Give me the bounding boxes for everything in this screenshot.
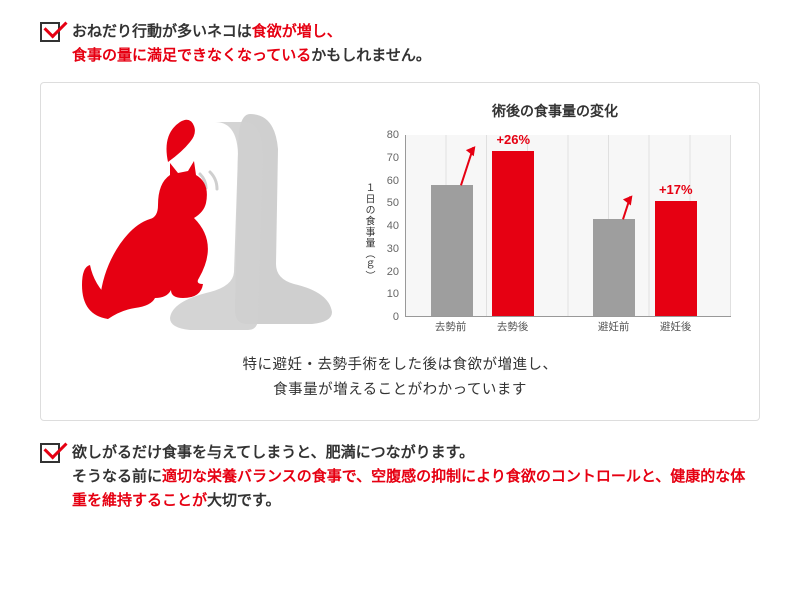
- ytick: 80: [387, 129, 399, 141]
- check1-text: おねだり行動が多いネコは食欲が増し、 食事の量に満足できなくなっているかもしれま…: [72, 20, 431, 68]
- pct-label: +17%: [659, 182, 693, 197]
- bar: [593, 219, 635, 316]
- check1-prefix: おねだり行動が多いネコは: [72, 23, 252, 40]
- ytick: 50: [387, 197, 399, 209]
- xlabel: 避妊後: [660, 319, 692, 334]
- ytick: 20: [387, 266, 399, 278]
- cat-legs-illustration: [65, 104, 355, 334]
- bar: [492, 151, 534, 316]
- xlabel: 避妊前: [598, 319, 630, 334]
- panel-top: 術後の食事量の変化 １日の食事量（ｇ） 0 10 20 30 40 50 60 70 80 +2…: [65, 101, 735, 337]
- bar: [655, 201, 697, 316]
- chart-yticks: 0 10 20 30 40 50 60 70 80: [375, 127, 403, 337]
- panel-caption: 特に避妊・去勢手術をした後は食欲が増進し、 食事量が増えることがわかっています: [65, 353, 735, 402]
- ytick: 60: [387, 175, 399, 187]
- chart-box: １日の食事量（ｇ） 01020304050607080 +26%+17% 去勢前…: [375, 127, 735, 337]
- check1-red1: 食欲が増し、: [252, 23, 342, 40]
- check2-line2b: 大切です。: [207, 492, 281, 509]
- check2-line1: 欲しがるだけ食事を与えてしまうと、肥満につながります。: [72, 444, 474, 461]
- increase-arrow-icon: [460, 147, 474, 186]
- ytick: 30: [387, 243, 399, 255]
- chart-panel: 術後の食事量の変化 １日の食事量（ｇ） 0 10 20 30 40 50 60 70 80 +2…: [40, 82, 760, 421]
- bar: [431, 185, 473, 316]
- bar-chart: 術後の食事量の変化 １日の食事量（ｇ） 01020304050607080 +2…: [375, 101, 735, 337]
- check2-line2a: そうなる前に: [72, 468, 162, 485]
- check1-suffix: かもしれません。: [311, 47, 431, 64]
- caption-line2: 食事量が増えることがわかっています: [273, 382, 527, 398]
- chart-plot: +26% +17%: [405, 135, 731, 317]
- ytick: 0: [393, 311, 399, 323]
- checkmark-icon: [40, 22, 60, 42]
- chart-xlabels: 去勢前 去勢後 避妊前 避妊後: [405, 319, 731, 337]
- check2-red: 適切な栄養バランスの食事で、空腹感の抑制により食欲のコントロールと、健康的な体重…: [72, 468, 745, 509]
- increase-arrow-icon: [622, 196, 631, 220]
- check2-text: 欲しがるだけ食事を与えてしまうと、肥満につながります。 そうなる前に適切な栄養バ…: [72, 441, 760, 513]
- ytick: 10: [387, 288, 399, 300]
- chart-ylabel: １日の食事量（ｇ）: [361, 183, 376, 282]
- xlabel: 去勢前: [435, 319, 467, 334]
- chart-title: 術後の食事量の変化: [375, 101, 735, 121]
- checkmark-icon: [40, 443, 60, 463]
- caption-line1: 特に避妊・去勢手術をした後は食欲が増進し、: [243, 357, 558, 373]
- check-item-2: 欲しがるだけ食事を与えてしまうと、肥満につながります。 そうなる前に適切な栄養バ…: [40, 441, 760, 513]
- ytick: 40: [387, 220, 399, 232]
- xlabel: 去勢後: [497, 319, 529, 334]
- check-item-1: おねだり行動が多いネコは食欲が増し、 食事の量に満足できなくなっているかもしれま…: [40, 20, 760, 68]
- ytick: 70: [387, 152, 399, 164]
- check1-red2: 食事の量に満足できなくなっている: [72, 47, 311, 64]
- pct-label: +26%: [496, 132, 530, 147]
